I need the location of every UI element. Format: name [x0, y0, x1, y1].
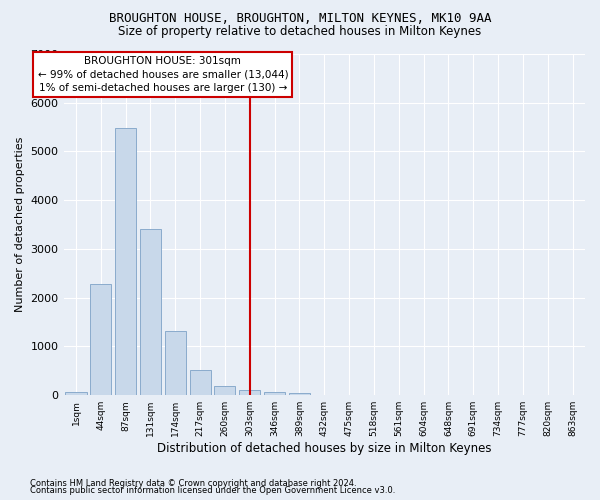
- Bar: [115, 128, 136, 395]
- Text: Contains public sector information licensed under the Open Government Licence v3: Contains public sector information licen…: [30, 486, 395, 495]
- Text: BROUGHTON HOUSE: 301sqm
← 99% of detached houses are smaller (13,044)
1% of semi: BROUGHTON HOUSE: 301sqm ← 99% of detache…: [38, 56, 288, 93]
- Bar: [140, 230, 161, 395]
- Text: Contains HM Land Registry data © Crown copyright and database right 2024.: Contains HM Land Registry data © Crown c…: [30, 478, 356, 488]
- X-axis label: Distribution of detached houses by size in Milton Keynes: Distribution of detached houses by size …: [157, 442, 491, 455]
- Bar: [90, 284, 112, 395]
- Text: BROUGHTON HOUSE, BROUGHTON, MILTON KEYNES, MK10 9AA: BROUGHTON HOUSE, BROUGHTON, MILTON KEYNE…: [109, 12, 491, 26]
- Bar: [264, 392, 285, 395]
- Bar: [239, 390, 260, 395]
- Bar: [289, 393, 310, 395]
- Bar: [190, 370, 211, 395]
- Bar: [214, 386, 235, 395]
- Y-axis label: Number of detached properties: Number of detached properties: [15, 137, 25, 312]
- Bar: [165, 332, 186, 395]
- Bar: [65, 392, 86, 395]
- Text: Size of property relative to detached houses in Milton Keynes: Size of property relative to detached ho…: [118, 25, 482, 38]
